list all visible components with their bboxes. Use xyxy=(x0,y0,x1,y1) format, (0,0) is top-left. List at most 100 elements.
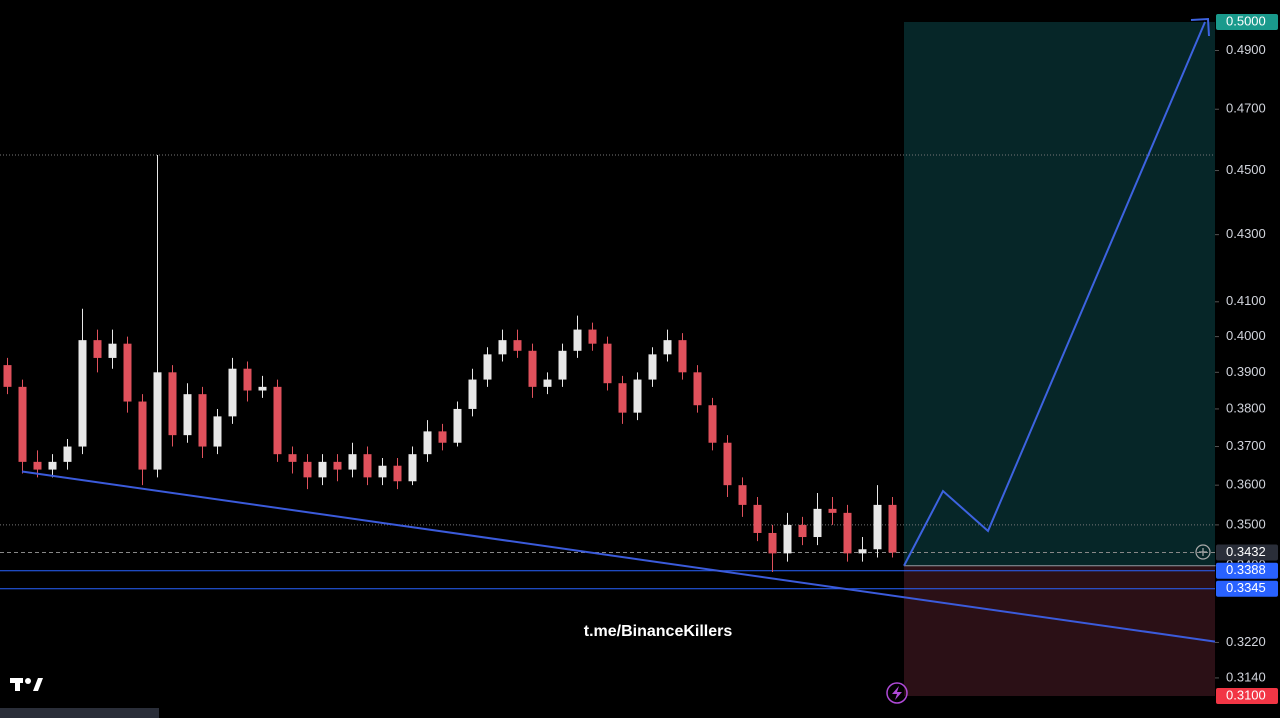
candle-body xyxy=(213,416,222,447)
price-tag xyxy=(1216,688,1278,704)
candle-body xyxy=(843,512,852,554)
candle-body xyxy=(183,394,192,436)
candle-body xyxy=(438,431,447,443)
candle-body xyxy=(258,386,267,391)
candle-body xyxy=(18,386,27,462)
y-tick-label: 0.4500 xyxy=(1226,162,1266,177)
candle-body xyxy=(768,532,777,554)
drawings xyxy=(21,17,1216,643)
projection-path xyxy=(903,21,1206,567)
candle-body xyxy=(798,524,807,538)
candle-body xyxy=(528,350,537,387)
candle-body xyxy=(828,508,837,513)
candle-body xyxy=(663,340,672,355)
price-tag-label: 0.3388 xyxy=(1226,562,1266,577)
trendline xyxy=(21,470,1216,643)
logo-part xyxy=(15,678,20,691)
candle-body xyxy=(318,461,327,478)
y-tick-label: 0.3600 xyxy=(1226,477,1266,492)
candle-body xyxy=(333,461,342,470)
candle-body xyxy=(618,383,627,413)
y-tick-label: 0.4900 xyxy=(1226,42,1266,57)
candle-body xyxy=(288,454,297,462)
candle-body xyxy=(303,461,312,478)
price-axis-labels: 0.4900 0.4700 0.4500 0.4300 0.4100 0.4000 0.39… xyxy=(1215,13,1278,704)
candle-body xyxy=(393,465,402,482)
candle-body xyxy=(33,461,42,470)
candle-body xyxy=(693,372,702,406)
y-tick-label: 0.3220 xyxy=(1226,634,1266,649)
candle-body xyxy=(423,431,432,455)
candle-body xyxy=(348,454,357,470)
candle-body xyxy=(678,340,687,373)
candle-body xyxy=(138,401,147,470)
y-tick-label: 0.3900 xyxy=(1226,364,1266,379)
candle-body xyxy=(648,354,657,380)
price-axis xyxy=(1215,0,1280,718)
scrollbar[interactable] xyxy=(0,708,159,718)
logo-part xyxy=(25,678,31,684)
candle-body xyxy=(228,368,237,417)
price-tag xyxy=(1216,562,1278,579)
tradingview-logo xyxy=(10,678,43,691)
candle-body xyxy=(888,504,897,553)
price-tag xyxy=(1216,544,1278,561)
position-layer xyxy=(904,22,1215,696)
y-tick-label: 0.3140 xyxy=(1226,669,1266,684)
candle-body xyxy=(483,354,492,380)
y-tick-label: 0.4300 xyxy=(1226,226,1266,241)
candle-body xyxy=(708,405,717,443)
candle-body xyxy=(633,379,642,413)
projection-arrowhead xyxy=(1190,17,1210,37)
candle-body xyxy=(378,465,387,478)
add-icon xyxy=(1199,548,1207,556)
candle-body xyxy=(243,368,252,391)
candle-body xyxy=(588,329,597,344)
candle-body xyxy=(498,340,507,355)
candle-body xyxy=(753,504,762,533)
price-tag-label: 0.3345 xyxy=(1226,580,1266,595)
candle-body xyxy=(63,446,72,462)
candle-body xyxy=(48,461,57,470)
candle-body xyxy=(723,442,732,486)
candle-body xyxy=(543,379,552,387)
candle-body xyxy=(738,485,747,505)
candle-body xyxy=(3,365,12,387)
candle-body xyxy=(123,343,132,402)
profit-zone xyxy=(904,22,1215,566)
candle-body xyxy=(408,454,417,482)
price-tag-label: 0.3100 xyxy=(1226,687,1266,702)
y-tick-label: 0.4000 xyxy=(1226,328,1266,343)
candle-body xyxy=(468,379,477,409)
candle-body xyxy=(558,350,567,380)
candle-body xyxy=(573,329,582,351)
candle-body xyxy=(813,508,822,538)
candle-body xyxy=(453,408,462,443)
candle-body xyxy=(108,343,117,358)
candle-body xyxy=(603,343,612,384)
candle-body xyxy=(78,340,87,447)
price-tag-label: 0.3432 xyxy=(1226,544,1266,559)
price-tag-label: 0.5000 xyxy=(1226,13,1266,28)
price-tag xyxy=(1216,14,1278,30)
candle-body xyxy=(273,386,282,455)
loss-zone xyxy=(904,565,1215,696)
candle-body xyxy=(168,372,177,436)
candle-body xyxy=(153,372,162,470)
level-lines xyxy=(0,154,1215,590)
lightning-icon xyxy=(892,686,902,700)
y-tick-label: 0.3700 xyxy=(1226,438,1266,453)
watermark: t.me/BinanceKillers xyxy=(584,623,733,640)
add-button[interactable] xyxy=(1195,544,1211,560)
candle-body xyxy=(198,394,207,447)
y-tick-label: 0.3500 xyxy=(1226,516,1266,531)
candle-body xyxy=(873,504,882,550)
price-tag xyxy=(1216,580,1278,597)
candle-body xyxy=(93,340,102,358)
y-tick-label: 0.3800 xyxy=(1226,400,1266,415)
y-tick-label: 0.4100 xyxy=(1226,293,1266,308)
candles xyxy=(3,154,897,572)
lightning-button[interactable] xyxy=(886,682,908,704)
logo-part xyxy=(33,678,43,691)
